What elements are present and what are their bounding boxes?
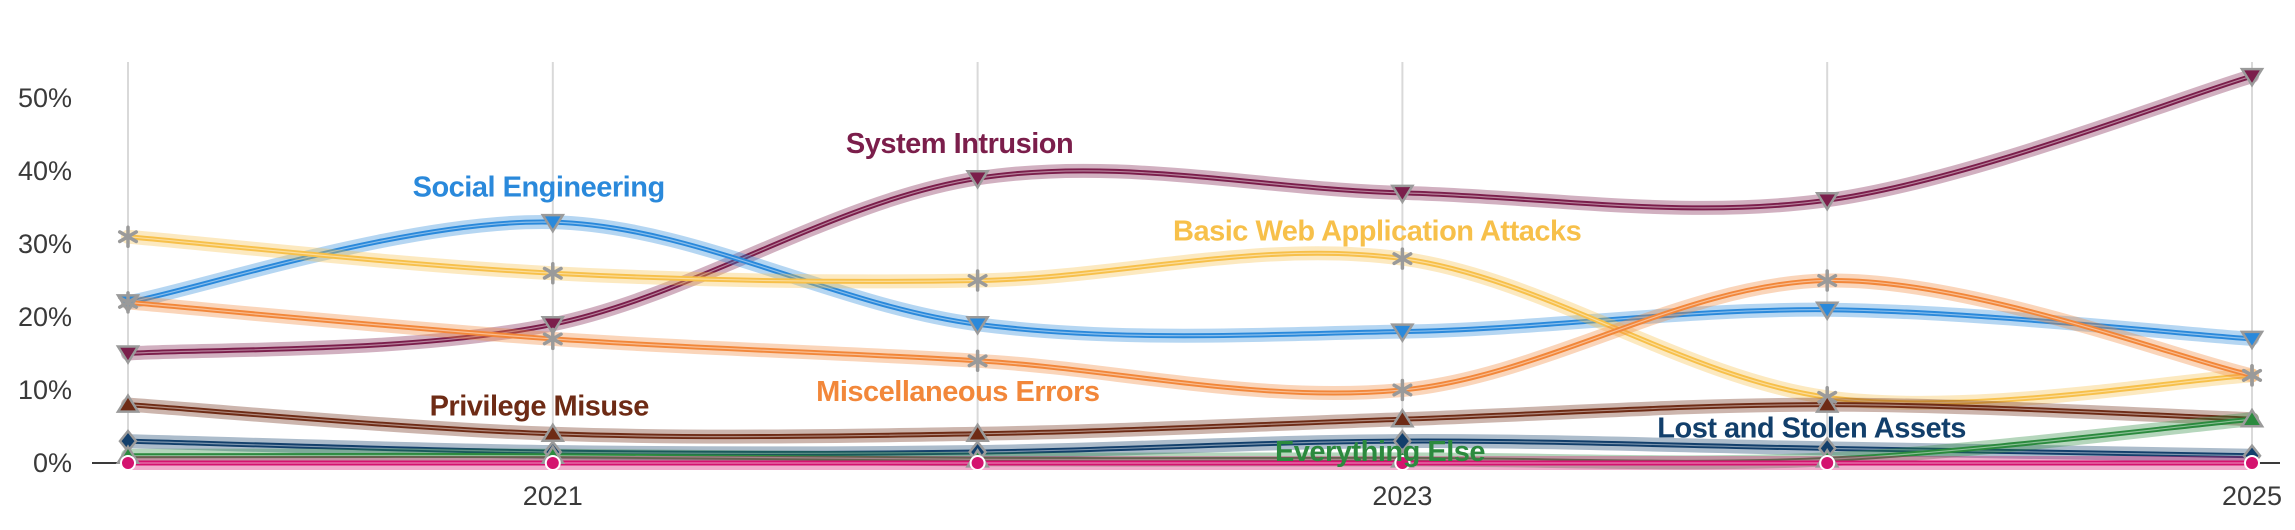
series-7-point-2024 [1819, 455, 1836, 471]
series-miscellaneous-errors [121, 273, 2259, 401]
basic-web-application-attacks-point-2021 [542, 261, 563, 285]
series-7-point-2022 [969, 455, 986, 471]
basic-web-application-attacks-line [125, 234, 2255, 406]
basic-web-application-attacks-point-2020 [117, 225, 139, 248]
series-layer [121, 69, 2259, 471]
everything-else-point-2025 [2239, 407, 2265, 428]
series-7-point-2020 [120, 455, 136, 471]
social-engineering-point-2025 [2239, 330, 2265, 351]
social-engineering-highlight [127, 221, 2253, 340]
series-label-system-intrusion: System Intrusion [846, 128, 1073, 160]
privilege-misuse-point-2023 [1390, 407, 1415, 428]
series-label-lost-and-stolen-assets: Lost and Stolen Assets [1657, 412, 1966, 444]
miscellaneous-errors-highlight [127, 279, 2253, 394]
miscellaneous-errors-point-2024 [1817, 269, 1838, 292]
series-lost-and-stolen-assets [121, 434, 2259, 463]
series-label-everything-else: Everything Else [1275, 436, 1485, 468]
miscellaneous-errors-point-2023 [1392, 378, 1413, 402]
y-tick-label: 0% [33, 448, 72, 478]
social-engineering-point-2022 [965, 316, 990, 336]
y-tick-label: 50% [18, 83, 72, 113]
system-intrusion-point-2022 [965, 170, 990, 190]
social-engineering-line [125, 219, 2255, 342]
miscellaneous-errors-point-2022 [967, 349, 988, 373]
lost-and-stolen-assets-line [125, 438, 2255, 459]
basic-web-application-attacks-highlight [127, 236, 2253, 404]
series-7-point-2023 [1394, 455, 1411, 471]
series-label-basic-web-application-attacks: Basic Web Application Attacks [1173, 215, 1581, 247]
basic-web-application-attacks-point-2023 [1392, 247, 1413, 270]
marker-layer [115, 67, 2265, 471]
miscellaneous-errors-line [125, 277, 2255, 396]
y-tick-label: 40% [18, 156, 72, 186]
system-intrusion-point-2020 [115, 345, 141, 365]
system-intrusion-point-2025 [2239, 67, 2265, 88]
everything-else-highlight [127, 418, 2253, 463]
series-label-miscellaneous-errors: Miscellaneous Errors [816, 376, 1099, 408]
social-engineering-point-2023 [1390, 323, 1415, 343]
x-tick-label: 2025 [2222, 481, 2282, 511]
series-7-point-2025 [2244, 455, 2260, 471]
system-intrusion-point-2023 [1390, 184, 1415, 205]
miscellaneous-errors-point-2025 [2241, 364, 2263, 387]
series-everything-else [121, 412, 2259, 470]
series-7-point-2021 [544, 455, 561, 471]
lost-and-stolen-assets-highlight [127, 440, 2253, 457]
label-layer: System Intrusion Social Engineering Basic … [413, 128, 1967, 468]
series-social-engineering [121, 215, 2259, 346]
system-intrusion-point-2021 [540, 316, 566, 336]
series-label-social-engineering: Social Engineering [413, 172, 665, 204]
social-engineering-point-2024 [1814, 301, 1840, 322]
privilege-misuse-line [125, 402, 2255, 440]
miscellaneous-errors-point-2020 [117, 291, 139, 314]
privilege-misuse-highlight [127, 403, 2253, 438]
series-privilege-misuse [121, 397, 2259, 444]
miscellaneous-errors-point-2021 [542, 327, 563, 351]
x-tick-label: 2023 [1372, 481, 1432, 511]
privilege-misuse-point-2024 [1814, 393, 1840, 413]
x-tick-label: 2021 [523, 481, 583, 511]
y-tick-label: 20% [18, 302, 72, 332]
social-engineering-point-2021 [540, 213, 566, 234]
privilege-misuse-point-2020 [115, 393, 141, 413]
system-intrusion-point-2024 [1814, 191, 1840, 212]
y-tick-label: 30% [18, 229, 72, 259]
everything-else-line [125, 416, 2255, 465]
series-basic-web-application-attacks [121, 229, 2259, 410]
series-label-privilege-misuse: Privilege Misuse [430, 391, 650, 423]
y-tick-label: 10% [18, 375, 72, 405]
basic-web-application-attacks-point-2022 [967, 269, 988, 292]
